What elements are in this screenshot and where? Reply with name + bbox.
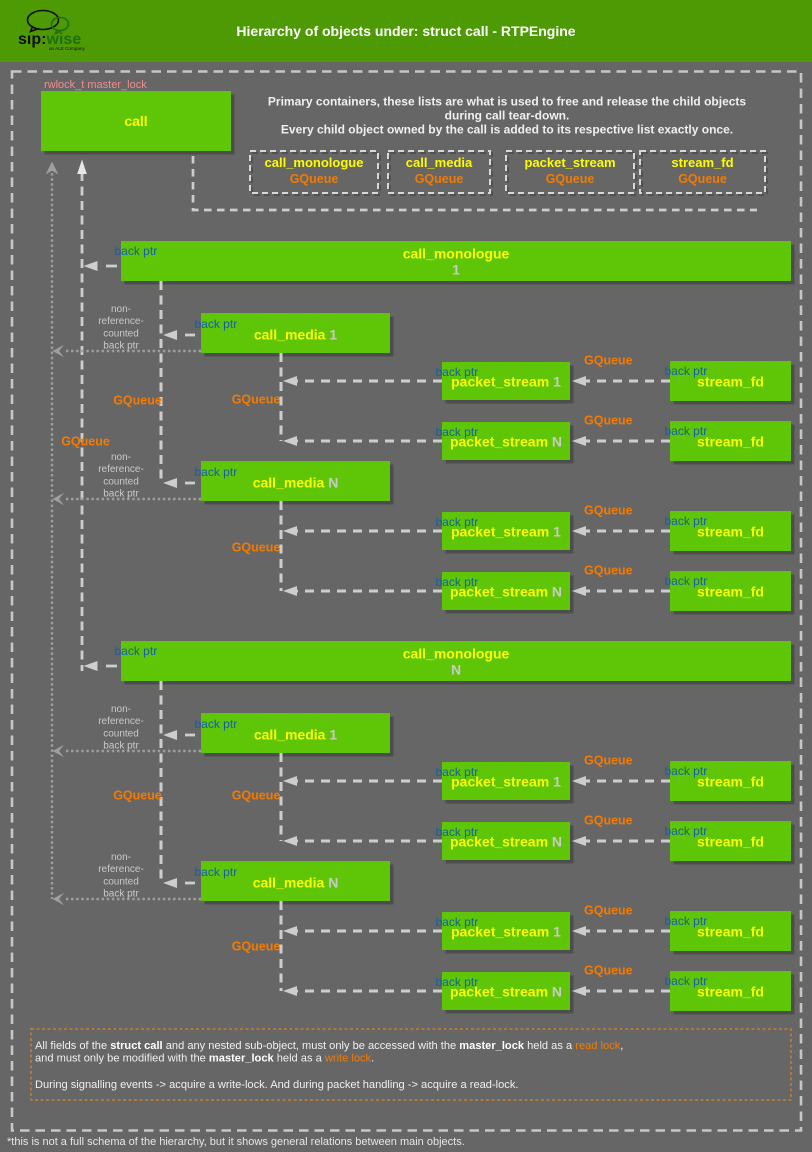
svg-text:back ptr: back ptr [103,741,139,752]
svg-text:GQueue: GQueue [415,172,464,186]
svg-text:call_media: call_media [406,155,473,170]
svg-text:back ptr: back ptr [195,717,238,731]
svg-text:back ptr: back ptr [436,915,479,929]
svg-text:counted: counted [103,328,139,339]
svg-text:stream_fd: stream_fd [697,524,764,540]
svg-text:call_monologue: call_monologue [403,246,510,262]
svg-text:stream_fd: stream_fd [697,774,764,790]
svg-text:During signalling events -> ac: During signalling events -> acquire a wr… [35,1079,518,1091]
svg-text:back ptr: back ptr [195,865,238,879]
svg-text:counted: counted [103,476,139,487]
svg-text:during call tear-down.: during call tear-down. [445,109,570,123]
svg-text:reference-: reference- [98,716,144,727]
svg-text:back ptr: back ptr [115,244,158,258]
svg-text:reference-: reference- [98,864,144,875]
svg-text:GQueue: GQueue [584,964,633,978]
svg-text:N: N [451,662,461,678]
svg-text:call: call [124,113,147,129]
svg-text:back ptr: back ptr [436,975,479,989]
svg-text:GQueue: GQueue [61,435,110,449]
svg-text:stream_fd: stream_fd [671,155,733,170]
svg-text:call_media N: call_media N [253,875,339,891]
svg-text:stream_fd: stream_fd [697,984,764,1000]
svg-text:back ptr: back ptr [665,764,708,778]
svg-text:All fields of the struct call: All fields of the struct call and any ne… [35,1040,623,1052]
svg-text:packet_stream N: packet_stream N [450,984,562,1000]
svg-text:back ptr: back ptr [436,575,479,589]
svg-text:back ptr: back ptr [665,914,708,928]
svg-text:back ptr: back ptr [436,765,479,779]
svg-text:back ptr: back ptr [665,424,708,438]
svg-text:back ptr: back ptr [103,889,139,900]
svg-text:GQueue: GQueue [546,172,595,186]
svg-text:sıp:: sıp: [18,31,46,48]
svg-text:reference-: reference- [98,316,144,327]
svg-text:stream_fd: stream_fd [697,924,764,940]
svg-text:back ptr: back ptr [436,515,479,529]
svg-text:back ptr: back ptr [195,465,238,479]
svg-text:*this is not a full schema of: *this is not a full schema of the hierar… [7,1136,465,1148]
svg-text:counted: counted [103,728,139,739]
svg-text:call_media N: call_media N [253,475,339,491]
svg-text:packet_stream N: packet_stream N [450,834,562,850]
svg-text:GQueue: GQueue [584,504,633,518]
svg-text:GQueue: GQueue [584,354,633,368]
svg-text:packet_stream N: packet_stream N [450,584,562,600]
svg-text:GQueue: GQueue [584,754,633,768]
svg-text:GQueue: GQueue [232,393,281,407]
svg-text:back ptr: back ptr [195,317,238,331]
svg-text:packet_stream 1: packet_stream 1 [451,774,561,790]
svg-text:non-: non- [111,704,131,715]
svg-text:Every child object owned by th: Every child object owned by the call is … [281,123,733,137]
svg-text:GQueue: GQueue [232,541,281,555]
svg-text:back ptr: back ptr [103,341,139,352]
svg-text:Primary containers, these list: Primary containers, these lists are what… [268,95,747,109]
svg-text:packet_stream: packet_stream [524,155,615,170]
svg-text:back ptr: back ptr [665,574,708,588]
svg-text:GQueue: GQueue [113,789,162,803]
svg-text:back ptr: back ptr [436,425,479,439]
svg-text:packet_stream 1: packet_stream 1 [451,374,561,390]
svg-text:call_monologue: call_monologue [403,646,510,662]
svg-text:GQueue: GQueue [232,789,281,803]
svg-text:GQueue: GQueue [290,172,339,186]
svg-text:back ptr: back ptr [115,644,158,658]
svg-text:back ptr: back ptr [665,514,708,528]
svg-text:back ptr: back ptr [436,365,479,379]
svg-text:and must only be modified with: and must only be modified with the maste… [35,1053,374,1065]
svg-text:GQueue: GQueue [113,394,162,408]
svg-text:GQueue: GQueue [584,564,633,578]
svg-text:reference-: reference- [98,464,144,475]
svg-text:call_media 1: call_media 1 [254,727,338,743]
svg-text:an ALE Company: an ALE Company [49,46,85,51]
svg-text:call_media 1: call_media 1 [254,327,338,343]
svg-text:back ptr: back ptr [103,489,139,500]
svg-text:Hierarchy of objects under: st: Hierarchy of objects under: struct call … [236,23,575,39]
svg-text:stream_fd: stream_fd [697,374,764,390]
svg-text:non-: non- [111,304,131,315]
svg-text:counted: counted [103,876,139,887]
svg-text:GQueue: GQueue [584,904,633,918]
svg-text:GQueue: GQueue [584,814,633,828]
svg-text:call_monologue: call_monologue [265,155,364,170]
svg-text:rwlock_t master_lock: rwlock_t master_lock [44,79,147,91]
svg-text:back ptr: back ptr [665,364,708,378]
svg-text:non-: non- [111,852,131,863]
svg-text:packet_stream 1: packet_stream 1 [451,924,561,940]
svg-text:non-: non- [111,452,131,463]
svg-text:back ptr: back ptr [665,974,708,988]
svg-text:stream_fd: stream_fd [697,584,764,600]
svg-text:GQueue: GQueue [678,172,727,186]
svg-text:1: 1 [452,262,460,278]
svg-text:GQueue: GQueue [584,414,633,428]
svg-text:back ptr: back ptr [436,825,479,839]
svg-text:packet_stream N: packet_stream N [450,434,562,450]
svg-text:stream_fd: stream_fd [697,434,764,450]
svg-text:packet_stream 1: packet_stream 1 [451,524,561,540]
svg-text:wise: wise [46,31,82,48]
svg-text:GQueue: GQueue [232,940,281,954]
svg-text:back ptr: back ptr [665,824,708,838]
svg-text:stream_fd: stream_fd [697,834,764,850]
